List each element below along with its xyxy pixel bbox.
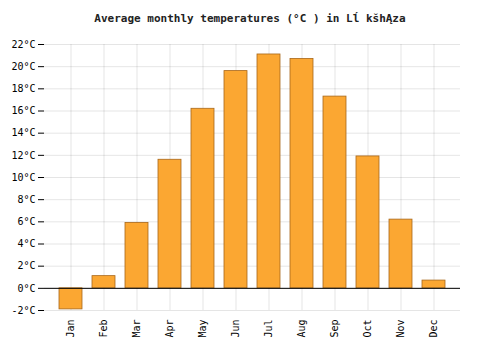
svg-text:10°C: 10°C — [11, 172, 35, 183]
svg-text:-2°C: -2°C — [11, 305, 35, 316]
svg-text:4°C: 4°C — [17, 238, 35, 249]
svg-text:Oct: Oct — [362, 320, 373, 338]
svg-text:12°C: 12°C — [11, 150, 35, 161]
svg-text:6°C: 6°C — [17, 216, 35, 227]
html-text:Average monthly temperatures (: Average monthly temperatures (°C ) in Lĺ… — [94, 12, 406, 25]
svg-text:8°C: 8°C — [17, 194, 35, 205]
svg-text:Mar: Mar — [131, 320, 142, 338]
svg-text:Jan: Jan — [65, 320, 76, 338]
svg-text:Apr: Apr — [164, 320, 175, 338]
svg-text:0°C: 0°C — [17, 283, 35, 294]
svg-text:2°C: 2°C — [17, 260, 35, 271]
svg-text:20°C: 20°C — [11, 61, 35, 72]
svg-text:Jul: Jul — [263, 320, 274, 338]
svg-text:14°C: 14°C — [11, 127, 35, 138]
svg-text:22°C: 22°C — [11, 39, 35, 50]
svg-text:May: May — [197, 320, 208, 338]
svg-text:18°C: 18°C — [11, 83, 35, 94]
svg-text:Feb: Feb — [98, 320, 109, 338]
svg-text:Jun: Jun — [230, 320, 241, 338]
svg-text:Aug: Aug — [296, 320, 307, 338]
svg-text:16°C: 16°C — [11, 105, 35, 116]
svg-text:Nov: Nov — [395, 320, 406, 338]
svg-text:Sep: Sep — [329, 320, 340, 338]
svg-text:Dec: Dec — [428, 320, 439, 338]
